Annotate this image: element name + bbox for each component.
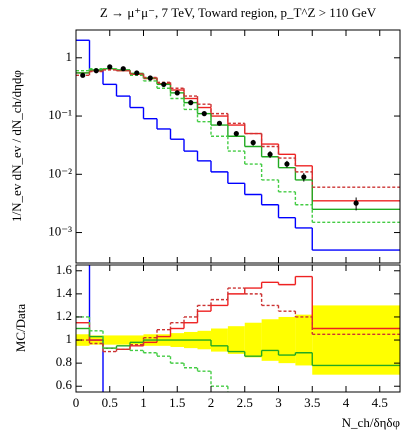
uncertainty-band <box>103 335 117 345</box>
y-tick-label: 1.4 <box>56 285 73 300</box>
data-point <box>233 130 239 137</box>
x-tick-label: 2.5 <box>237 395 253 410</box>
data-point <box>267 151 273 157</box>
y-tick-label: 10⁻¹ <box>48 107 72 122</box>
y-tick-label: 1 <box>66 331 73 346</box>
main-plot <box>76 39 400 251</box>
y-tick-label: 1.2 <box>56 308 72 323</box>
x-tick-label: 0 <box>73 395 80 410</box>
x-tick-label: 1.5 <box>169 395 185 410</box>
x-tick-label: 4.5 <box>372 395 388 410</box>
y-tick-label: 0.6 <box>56 377 73 392</box>
uncertainty-band <box>278 316 296 364</box>
data-point <box>107 64 113 70</box>
data-point <box>201 111 207 117</box>
ratio-plot <box>76 265 400 392</box>
data-point <box>147 75 153 81</box>
x-tick-label: 3 <box>275 395 282 410</box>
data-point <box>216 120 223 126</box>
uncertainty-band <box>244 322 262 358</box>
y-tick-label: 10⁻² <box>48 165 72 180</box>
data-point <box>188 100 194 106</box>
x-tick-label: 2 <box>208 395 215 410</box>
x-tick-label: 0.5 <box>102 395 118 410</box>
y-axis-label: 1/N_ev dN_ev / dN_ch/dηdφ <box>9 70 24 222</box>
plot-frame <box>75 29 401 264</box>
chart-title: Z → μ⁺μ⁻, 7 TeV, Toward region, p_T^Z > … <box>100 5 377 20</box>
uncertainty-band <box>227 326 245 354</box>
y-tick-label: 10⁻³ <box>48 224 72 239</box>
x-axis-label: N_ch/δηδφ <box>342 415 400 430</box>
y-tick-label: 1 <box>66 49 73 64</box>
data-point <box>93 68 99 74</box>
y-tick-label: 1.6 <box>56 262 73 277</box>
x-tick-label: 4 <box>343 395 350 410</box>
data-point <box>80 72 86 78</box>
data-point <box>120 66 126 72</box>
uncertainty-band <box>130 335 144 345</box>
uncertainty-band <box>261 319 279 361</box>
x-tick-label: 3.5 <box>304 395 320 410</box>
uncertainty-band <box>211 328 228 352</box>
data-point <box>301 174 307 180</box>
data-point <box>250 140 256 146</box>
axes: 10⁻³ 10⁻² 10⁻¹ 1 0.6 0.8 1 1.2 1.4 1.6 0 0.5 1 1.5 2 2.… <box>48 29 401 410</box>
uncertainty-band <box>312 305 400 375</box>
data-point <box>353 200 359 206</box>
data-point <box>174 90 180 96</box>
uncertainty-band <box>295 314 313 366</box>
data-point <box>161 81 167 87</box>
x-tick-label: 1 <box>140 395 147 410</box>
plot-frame <box>75 264 401 393</box>
uncertainty-band <box>116 335 130 345</box>
data-point <box>134 70 140 76</box>
y-tick-label: 0.8 <box>56 354 72 369</box>
data-point <box>284 161 290 167</box>
ratio-axis-label: MC/Data <box>13 304 28 353</box>
